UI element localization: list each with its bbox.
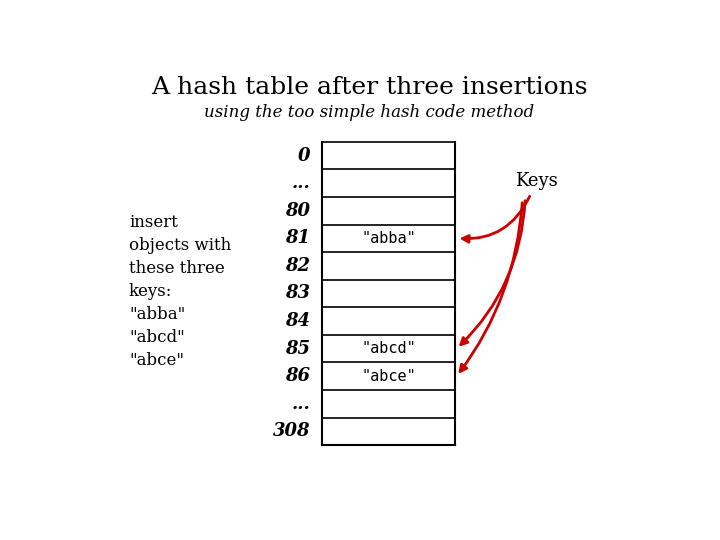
- Text: "abba": "abba": [361, 231, 416, 246]
- FancyArrowPatch shape: [461, 201, 525, 345]
- Text: objects with: objects with: [129, 237, 231, 254]
- FancyArrowPatch shape: [462, 196, 530, 242]
- Text: ...: ...: [292, 395, 310, 413]
- Text: 83: 83: [285, 285, 310, 302]
- Text: "abcd": "abcd": [129, 329, 185, 346]
- Text: 80: 80: [285, 202, 310, 220]
- Text: 85: 85: [285, 340, 310, 357]
- Text: these three: these three: [129, 260, 225, 277]
- Text: 86: 86: [285, 367, 310, 385]
- Text: "abce": "abce": [361, 369, 416, 384]
- Text: 84: 84: [285, 312, 310, 330]
- FancyArrowPatch shape: [460, 202, 522, 372]
- Text: "abce": "abce": [129, 352, 184, 368]
- Text: A hash table after three insertions: A hash table after three insertions: [150, 76, 588, 99]
- Text: ...: ...: [292, 174, 310, 192]
- Text: 81: 81: [285, 230, 310, 247]
- Text: insert: insert: [129, 214, 178, 231]
- Text: using the too simple hash code method: using the too simple hash code method: [204, 104, 534, 121]
- Text: 0: 0: [298, 146, 310, 165]
- Text: keys:: keys:: [129, 283, 172, 300]
- Text: "abcd": "abcd": [361, 341, 416, 356]
- Text: Keys: Keys: [515, 172, 558, 190]
- Text: 82: 82: [285, 257, 310, 275]
- Text: 308: 308: [273, 422, 310, 441]
- Text: "abba": "abba": [129, 306, 185, 323]
